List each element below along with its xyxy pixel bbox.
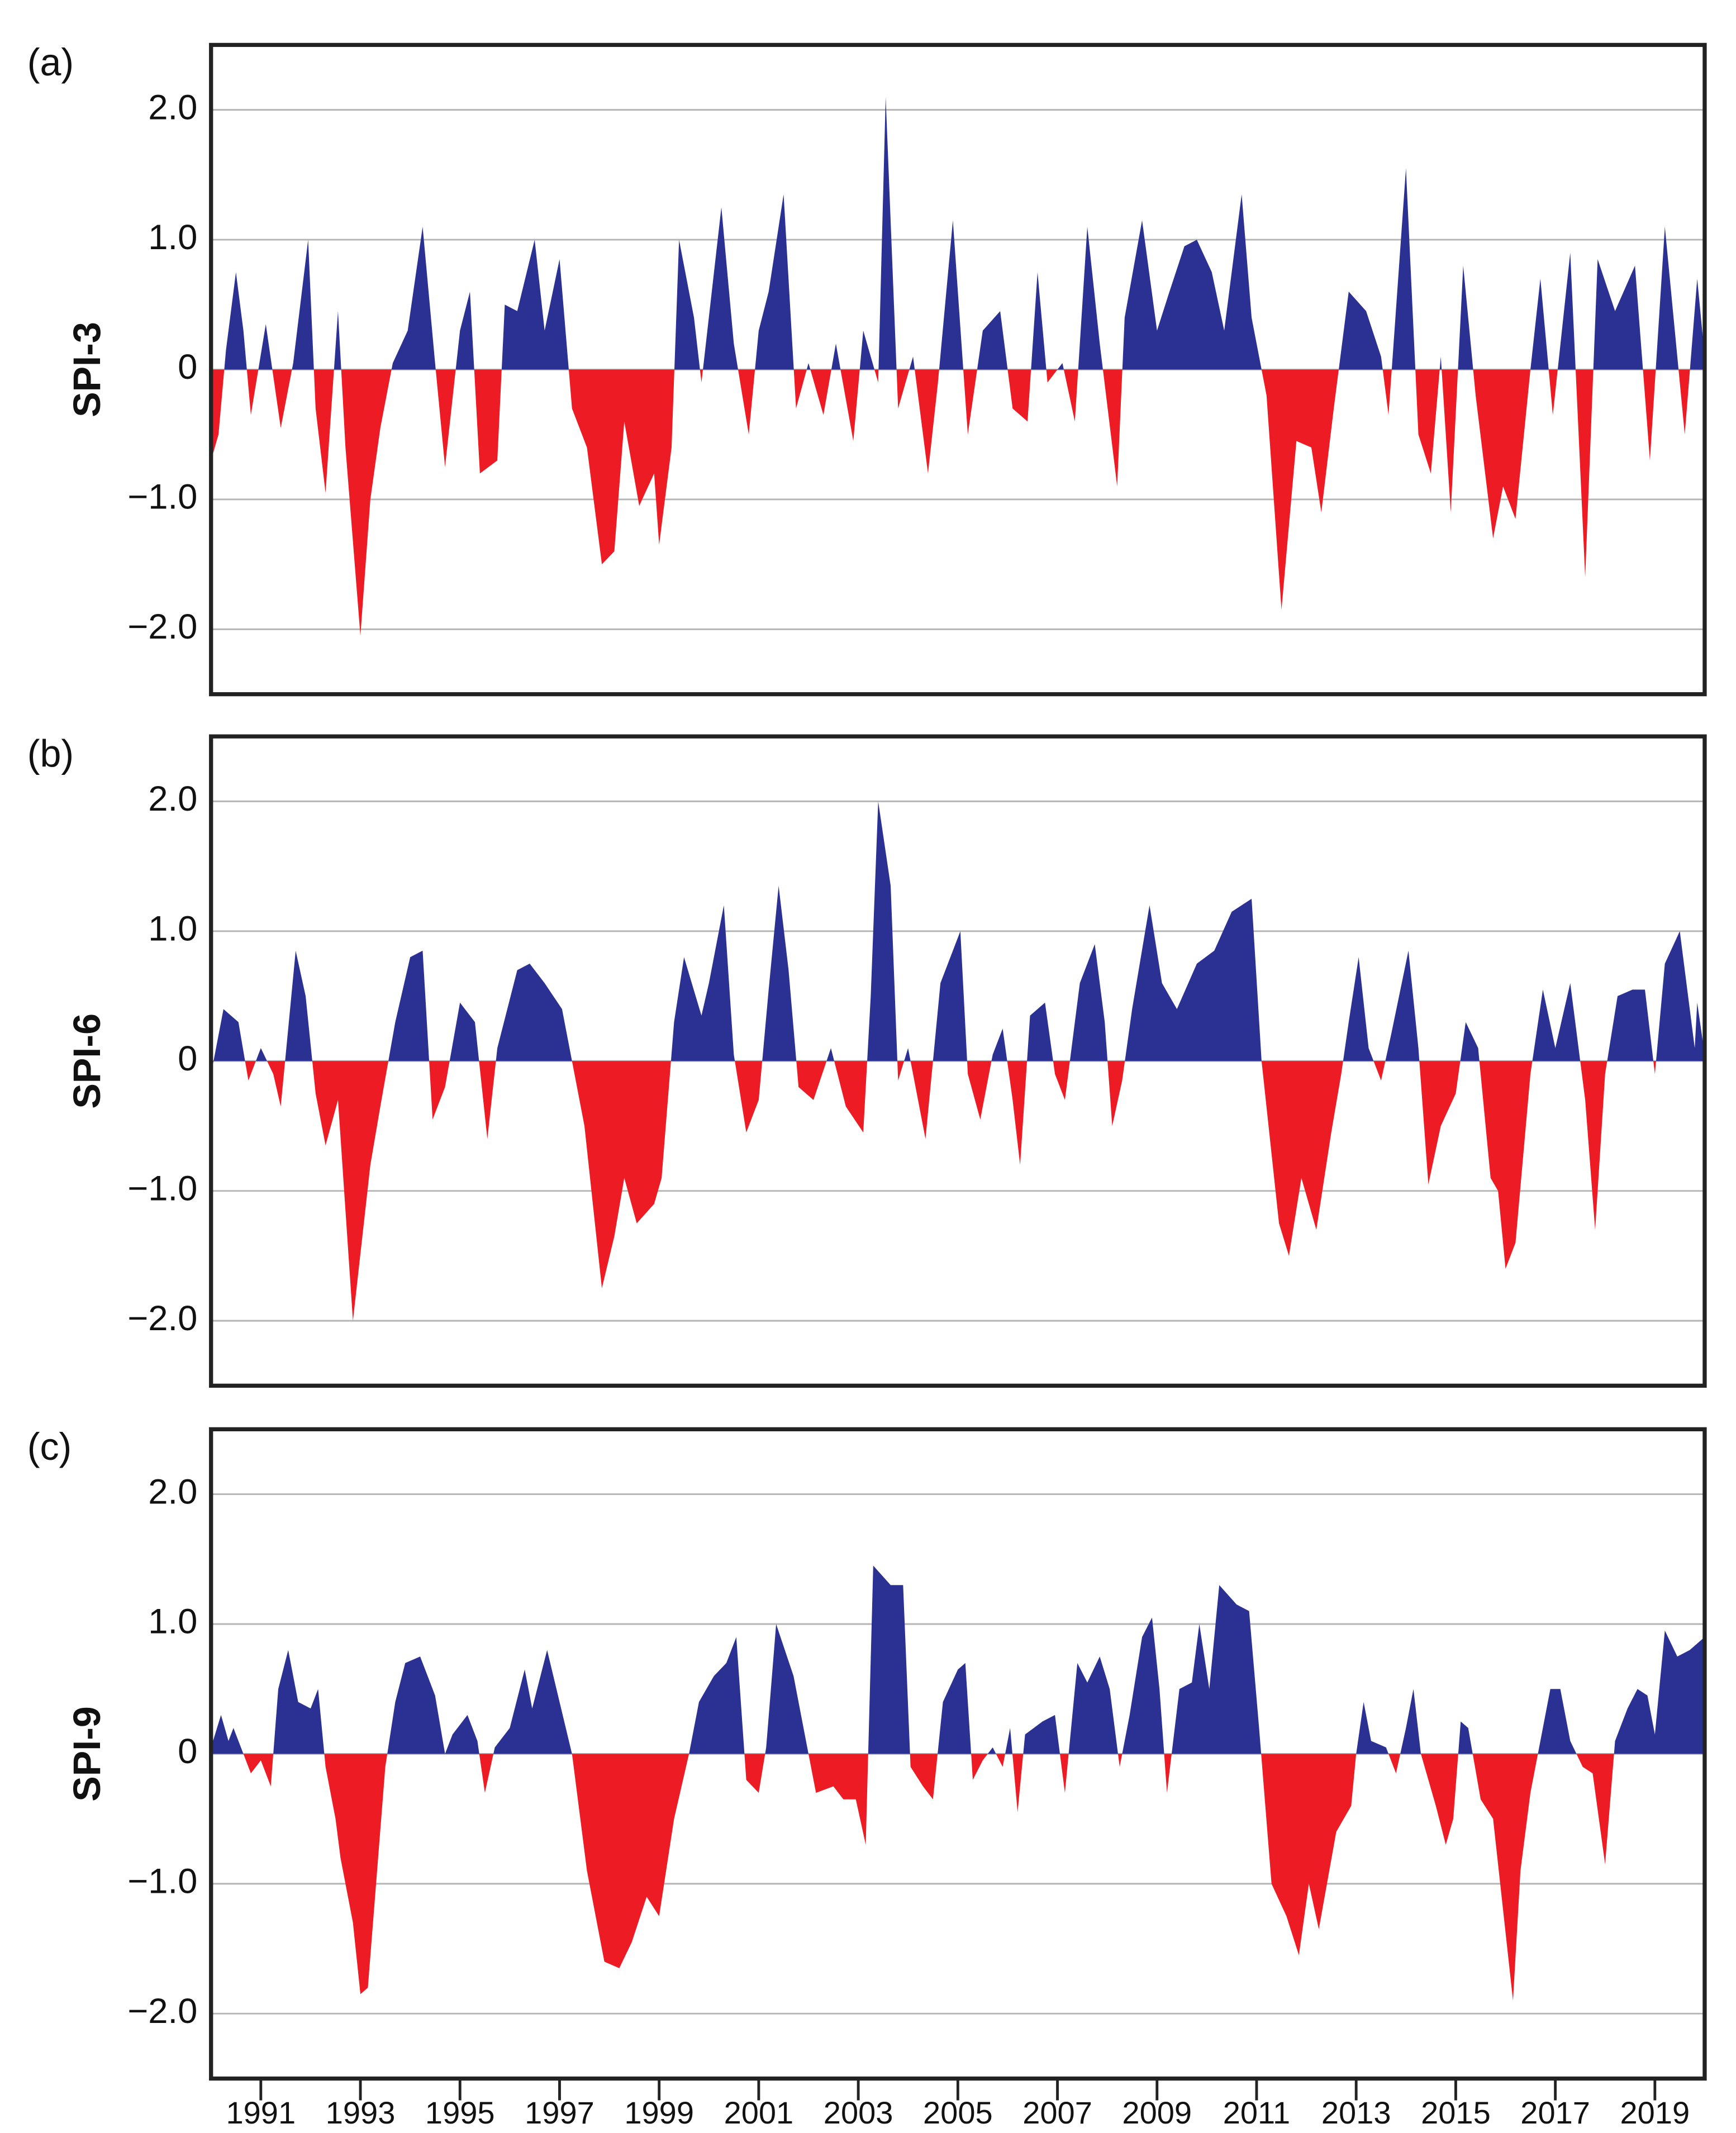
x-tick-label: 1991	[226, 2095, 296, 2130]
x-tick-label: 2001	[724, 2095, 794, 2130]
x-tick-label: 2013	[1321, 2095, 1391, 2130]
y-tick-label: 1.0	[148, 218, 197, 257]
y-tick-label: −2.0	[127, 1992, 197, 2031]
y-tick-label: −1.0	[127, 478, 197, 517]
y-tick-label: 2.0	[148, 1472, 197, 1511]
x-tick-label: 2019	[1620, 2095, 1690, 2130]
plot-frame	[209, 42, 1707, 697]
y-tick-label: −2.0	[127, 607, 197, 646]
y-tick-label: 1.0	[148, 910, 197, 949]
x-tick-label: 1999	[624, 2095, 694, 2130]
y-tick-label: 0	[178, 1039, 197, 1078]
x-tick-label: 2009	[1122, 2095, 1192, 2130]
y-tick-label: −1.0	[127, 1169, 197, 1208]
x-tick-label: 2005	[923, 2095, 993, 2130]
y-tick-label: 1.0	[148, 1602, 197, 1641]
x-tick-label: 2015	[1421, 2095, 1491, 2130]
spi-area	[211, 1565, 1705, 2001]
y-axis-label: SPI-3	[66, 322, 108, 417]
y-axis-label: SPI-9	[66, 1706, 108, 1802]
panel-label: (c)	[27, 1426, 72, 1468]
plot-frame	[209, 734, 1707, 1388]
x-tick-label: 2011	[1223, 2095, 1291, 2130]
y-tick-label: 2.0	[148, 88, 197, 127]
y-tick-label: −2.0	[127, 1299, 197, 1338]
y-axis-label: SPI-6	[66, 1013, 108, 1109]
x-tick-label: 1993	[326, 2095, 396, 2130]
x-tick-label: 2007	[1022, 2095, 1092, 2130]
y-tick-label: 2.0	[148, 779, 197, 818]
x-tick-label: 1997	[525, 2095, 594, 2130]
panel-label: (b)	[27, 733, 74, 775]
panel-label: (a)	[27, 41, 74, 84]
x-tick-label: 1995	[425, 2095, 495, 2130]
x-tick-label: 2017	[1520, 2095, 1590, 2130]
spi-area	[211, 801, 1705, 1321]
y-tick-label: 0	[178, 347, 197, 387]
y-tick-label: −1.0	[127, 1862, 197, 1901]
spi-area	[211, 97, 1705, 636]
x-tick-label: 2003	[824, 2095, 893, 2130]
y-tick-label: 0	[178, 1732, 197, 1771]
